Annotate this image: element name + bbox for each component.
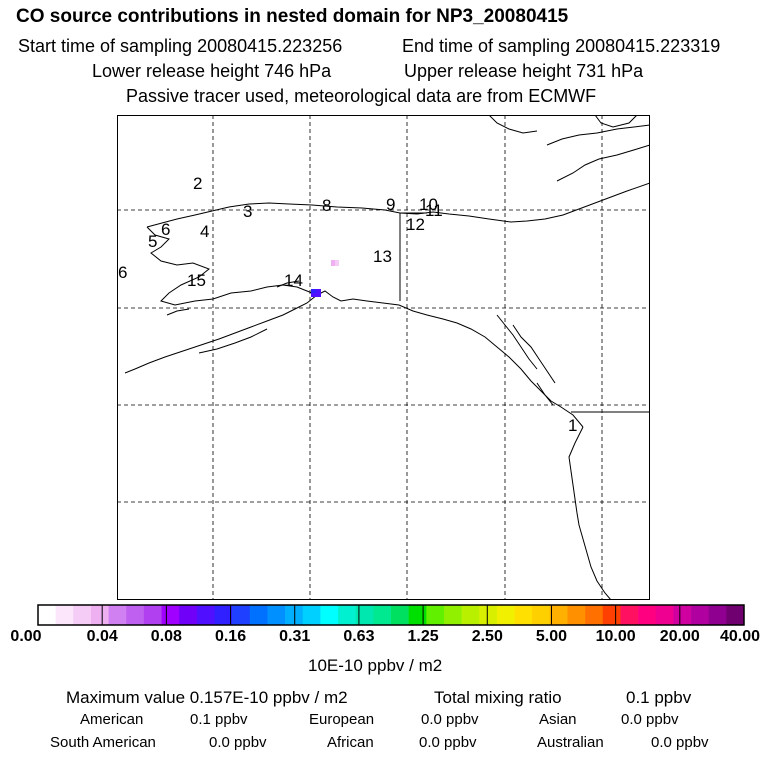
colorbar-tick-label: 0.16 xyxy=(214,628,247,645)
map-label: 10 xyxy=(419,195,438,214)
plot-title: CO source contributions in nested domain… xyxy=(16,6,569,27)
colorbar-segment xyxy=(179,605,198,625)
map-label: 6 xyxy=(161,220,170,239)
colorbar xyxy=(37,604,745,626)
region-value: 0.0 ppbv xyxy=(419,734,477,751)
colorbar-segment xyxy=(90,605,109,625)
region-name: American xyxy=(80,711,144,728)
colorbar-segment xyxy=(38,605,56,625)
region-name: South American xyxy=(50,734,156,751)
map-frame xyxy=(117,115,650,600)
colorbar-segment xyxy=(691,605,709,625)
map-label: 15 xyxy=(187,271,206,290)
map-label: 14 xyxy=(284,271,303,290)
colorbar-tick-label: 5.00 xyxy=(535,628,568,645)
region-value: 0.0 ppbv xyxy=(421,711,479,728)
colorbar-segment xyxy=(249,605,268,625)
colorbar-segment xyxy=(391,605,409,625)
colorbar-segment xyxy=(585,605,604,625)
map-label: 3 xyxy=(243,202,252,221)
colorbar-segment xyxy=(549,605,568,625)
source-cells xyxy=(311,260,339,297)
map-label: 1 xyxy=(568,416,577,435)
colorbar-tick-label: 0.31 xyxy=(279,628,311,645)
region-name: Australian xyxy=(537,734,604,751)
map-label: 9 xyxy=(386,195,395,214)
colorbar-segment xyxy=(108,605,127,625)
colorbar-tick-label: 10.00 xyxy=(595,628,636,645)
colorbar-segment xyxy=(143,605,162,625)
colorbar-tick-label: 0.00 xyxy=(10,628,42,645)
map-label: 12 xyxy=(406,215,425,234)
tracer-note: Passive tracer used, meteorological data… xyxy=(126,86,597,106)
lower-release-height: Lower release height 746 hPa xyxy=(92,61,332,81)
colorbar-segment xyxy=(373,605,392,625)
source-cell xyxy=(331,260,335,266)
source-cell xyxy=(311,289,316,293)
colorbar-segment xyxy=(126,605,145,625)
colorbar-segment xyxy=(408,605,427,625)
map-label: 5 xyxy=(148,232,157,251)
map-labels: 2 3 8 9 10 11 12 4 5 6 13 6 15 14 1 xyxy=(118,174,577,435)
colorbar-segment xyxy=(620,605,639,625)
maximum-value: Maximum value 0.157E-10 ppbv / m2 xyxy=(66,688,348,707)
region-name: Asian xyxy=(539,711,577,728)
colorbar-tick-label: 20.00 xyxy=(659,628,700,645)
total-mixing-ratio-value: 0.1 ppbv xyxy=(626,688,692,707)
start-time: Start time of sampling 20080415.223256 xyxy=(18,36,343,56)
region-value: 0.1 ppbv xyxy=(190,711,248,728)
upper-release-height: Upper release height 731 hPa xyxy=(404,61,644,81)
map-label: 2 xyxy=(193,174,202,193)
colorbar-tick-label: 1.25 xyxy=(407,628,439,645)
colorbar-segment xyxy=(214,605,233,625)
colorbar-segment xyxy=(726,605,745,625)
colorbar-tick-label: 40.00 xyxy=(719,628,761,645)
map-label: 8 xyxy=(322,196,331,215)
colorbar-segment xyxy=(443,605,462,625)
colorbar-segment xyxy=(514,605,533,625)
colorbar-segment xyxy=(708,605,727,625)
region-value: 0.0 ppbv xyxy=(651,734,709,751)
region-value: 0.0 ppbv xyxy=(209,734,267,751)
colorbar-segment xyxy=(567,605,586,625)
colorbar-segment xyxy=(655,605,674,625)
colorbar-segment xyxy=(338,605,356,625)
colorbar-tick-label: 0.63 xyxy=(343,628,375,645)
colorbar-segment xyxy=(161,605,180,625)
region-name: African xyxy=(327,734,374,751)
colorbar-segment xyxy=(73,605,92,625)
colorbar-segment xyxy=(320,605,339,625)
colorbar-segment xyxy=(426,605,445,625)
map-label: 4 xyxy=(200,222,209,241)
colorbar-tick-label: 0.08 xyxy=(150,628,182,645)
region-name: European xyxy=(309,711,375,728)
map-label: 13 xyxy=(373,247,392,266)
end-time: End time of sampling 20080415.223319 xyxy=(402,36,721,56)
colorbar-frame xyxy=(37,604,745,626)
colorbar-segment xyxy=(196,605,215,625)
colorbar-segment xyxy=(638,605,657,625)
map-panel: 2 3 8 9 10 11 12 4 5 6 13 6 15 14 1 xyxy=(117,115,650,600)
colorbar-segment xyxy=(267,605,286,625)
map-label: 11 xyxy=(425,201,443,220)
colorbar-segment xyxy=(479,605,498,625)
map-label: 6 xyxy=(118,263,127,282)
colorbar-segment xyxy=(673,605,692,625)
colorbar-tick-label: 2.50 xyxy=(471,628,503,645)
colorbar-segment xyxy=(496,605,515,625)
colorbar-segment xyxy=(355,605,374,625)
colorbar-segment xyxy=(285,605,304,625)
colorbar-unit: 10E-10 ppbv / m2 xyxy=(308,656,443,675)
colorbar-segment xyxy=(532,605,551,625)
colorbar-segment xyxy=(55,605,74,625)
colorbar-segment xyxy=(302,605,321,625)
colorbar-segment xyxy=(232,605,251,625)
region-value: 0.0 ppbv xyxy=(621,711,679,728)
colorbar-tick-label: 0.04 xyxy=(86,628,118,645)
colorbar-segment xyxy=(461,605,480,625)
colorbar-segment xyxy=(602,605,621,625)
coastlines xyxy=(124,115,650,600)
total-mixing-ratio-label: Total mixing ratio xyxy=(434,688,562,707)
